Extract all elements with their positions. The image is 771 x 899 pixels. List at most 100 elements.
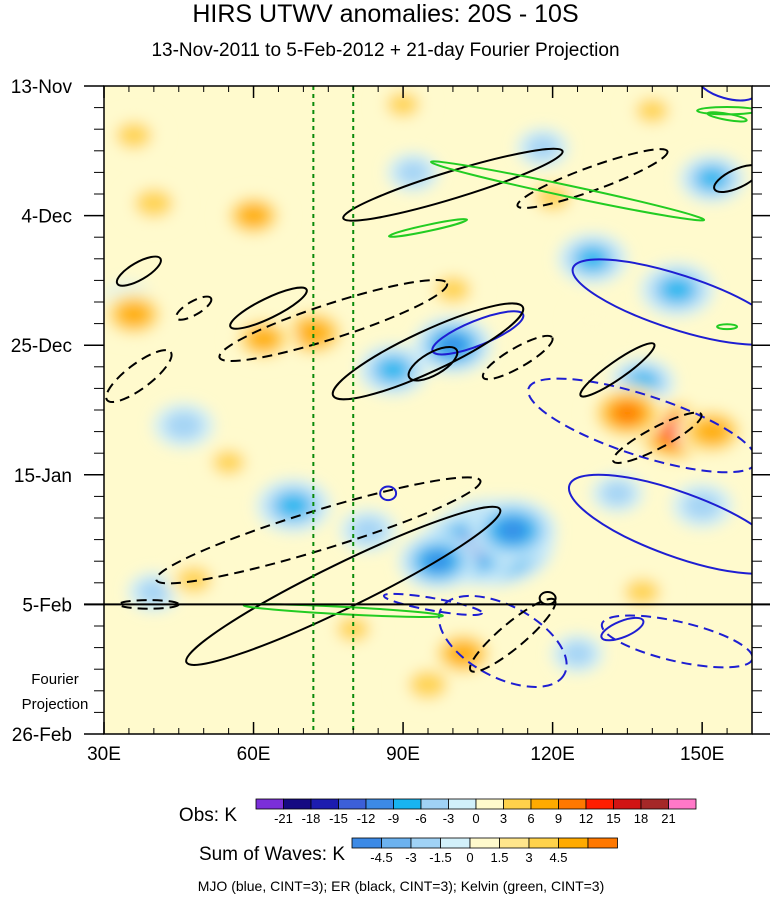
y-tick-label: 15-Jan	[14, 466, 72, 487]
obs-colorbar-label: Obs: K	[179, 805, 237, 826]
obs-colorbar-swatch	[365, 798, 394, 810]
waves-colorbar-swatch	[351, 837, 382, 849]
er-contour	[229, 286, 308, 330]
obs-colorbar-tick-label: -18	[302, 811, 321, 826]
waves-colorbar-swatch	[528, 837, 559, 849]
mjo-contour	[379, 485, 398, 502]
axis-ticks	[84, 85, 770, 735]
mjo-contour	[697, 86, 752, 102]
anomaly-blob	[624, 578, 660, 606]
anomaly-blob	[212, 450, 245, 475]
obs-colorbar-swatch	[338, 798, 367, 810]
anomaly-blob	[435, 276, 471, 303]
obs-colorbar-swatch	[393, 798, 422, 810]
kelvin-contour	[387, 218, 469, 238]
anomaly-blob	[137, 579, 171, 605]
anomaly-blob	[636, 98, 669, 123]
mjo-negative-contour	[437, 594, 568, 688]
chart-subtitle: 13-Nov-2011 to 5-Feb-2012 + 21-day Fouri…	[151, 40, 620, 61]
obs-colorbar-tick-label: 6	[527, 811, 534, 826]
y-tick-label: 26-Feb	[12, 725, 72, 746]
waves-colorbar-swatch	[499, 837, 530, 849]
anomaly-blob	[683, 491, 722, 520]
waves-colorbar-label: Sum of Waves: K	[199, 844, 345, 865]
projection-label-line1: Fourier	[31, 671, 79, 688]
anomaly-blob	[601, 481, 634, 506]
mjo-negative-contour	[382, 592, 484, 616]
anomaly-blob	[613, 402, 642, 424]
waves-colorbar-tick-label: 3	[525, 850, 532, 865]
mjo-contour	[600, 616, 645, 642]
obs-colorbar-swatch	[283, 798, 312, 810]
waves-colorbar-swatch	[587, 837, 618, 849]
obs-colorbar-tick-label: 0	[472, 811, 479, 826]
y-tick-label: 25-Dec	[11, 336, 72, 357]
waves-colorbar-swatch	[558, 837, 589, 849]
obs-colorbar-tick-label: -3	[443, 811, 455, 826]
mjo-contour	[571, 258, 752, 346]
obs-colorbar-tick-label: 12	[579, 811, 593, 826]
x-tick-label: 120E	[530, 744, 574, 765]
anomaly-blob	[336, 616, 370, 642]
er-contour	[331, 302, 525, 401]
obs-colorbar-tick-label: -15	[329, 811, 348, 826]
anomaly-blob	[176, 566, 212, 593]
anomaly-blob	[248, 328, 279, 350]
obs-colorbar-swatch	[255, 798, 284, 810]
y-tick-label: 4-Dec	[21, 207, 72, 228]
kelvin-contour	[706, 111, 748, 123]
waves-colorbar-swatch	[440, 837, 471, 849]
anomaly-blob	[386, 92, 420, 117]
obs-colorbar-tick-label: -6	[415, 811, 427, 826]
anomaly-blob	[447, 642, 479, 666]
obs-colorbar-tick-label: 21	[661, 811, 675, 826]
obs-colorbar-tick-label: 15	[606, 811, 620, 826]
obs-colorbar-tick-label: 9	[555, 811, 562, 826]
obs-colorbar-swatch	[503, 798, 532, 810]
waves-colorbar-tick-label: -3	[405, 850, 417, 865]
anomaly-field	[104, 86, 750, 708]
er-contour	[407, 345, 459, 382]
reference-longitude-lines	[312, 86, 355, 734]
obs-colorbar-swatch	[613, 798, 642, 810]
er-contour	[342, 147, 564, 222]
chart-title: HIRS UTWV anomalies: 20S - 10S	[192, 0, 579, 28]
obs-colorbar-swatch	[558, 798, 587, 810]
obs-colorbar-swatch	[420, 798, 449, 810]
wave-contours	[105, 86, 752, 688]
mjo-contour	[567, 473, 752, 575]
obs-colorbar-swatch	[668, 798, 697, 810]
obs-colorbar-tick-label: -21	[274, 811, 293, 826]
wave-legend: MJO (blue, CINT=3); ER (black, CINT=3); …	[198, 878, 605, 894]
obs-colorbar-swatch	[585, 798, 614, 810]
waves-colorbar-tick-label: -1.5	[429, 850, 451, 865]
kelvin-contour	[716, 323, 739, 331]
anomaly-blob	[695, 419, 729, 444]
er-negative-contour	[468, 597, 557, 673]
waves-colorbar-swatch	[410, 837, 441, 849]
anomaly-blob	[526, 135, 559, 160]
waves-colorbar-swatch	[381, 837, 412, 849]
anomaly-blob	[238, 204, 269, 227]
er-negative-contour	[218, 279, 449, 362]
anomaly-blob	[164, 411, 203, 440]
anomaly-blob	[497, 519, 529, 542]
obs-colorbar-swatch	[448, 798, 477, 810]
obs-colorbar-swatch	[530, 798, 559, 810]
waves-colorbar-tick-label: 0	[466, 850, 473, 865]
anomaly-blob	[396, 160, 430, 185]
axis-labels: 30E 60E 90E 120E 150E 13-Nov 4-Dec 25-Dec 15-Jan…	[11, 77, 725, 765]
er-negative-contour	[516, 148, 669, 209]
x-tick-label: 60E	[237, 744, 271, 765]
obs-colorbar-swatch	[640, 798, 669, 810]
er-contour	[579, 342, 656, 398]
anomaly-blob	[276, 493, 311, 518]
waves-colorbar: -4.5 -3 -1.5 0 1.5 3 4.5	[351, 837, 618, 865]
kelvin-contour	[430, 160, 706, 222]
projection-label-line2: Projection	[22, 696, 89, 713]
y-tick-label: 13-Nov	[11, 77, 73, 98]
er-negative-contour	[612, 411, 703, 464]
waves-colorbar-tick-label: -4.5	[370, 850, 392, 865]
anomaly-blob	[116, 122, 152, 149]
